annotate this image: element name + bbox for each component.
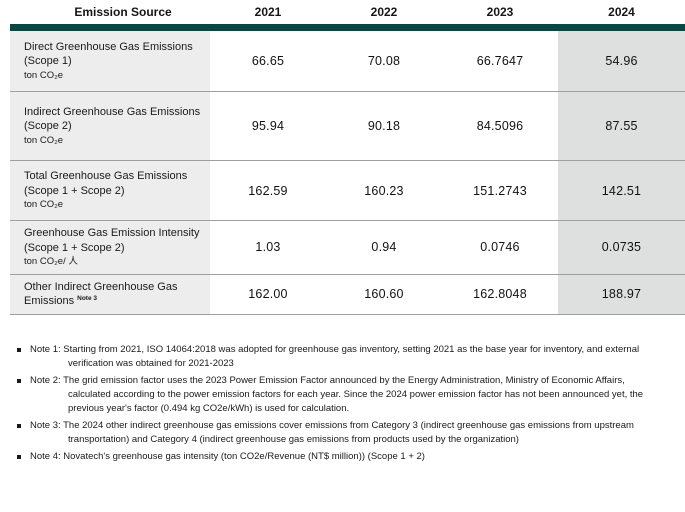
- value-2021: 162.00: [248, 287, 288, 302]
- note-content: Starting from 2021, ISO 14064:2018 was a…: [63, 343, 640, 369]
- note-text: Note 1: Starting from 2021, ISO 14064:20…: [30, 343, 658, 371]
- value-2023: 0.0746: [480, 240, 520, 255]
- value-2024: 142.51: [558, 161, 685, 220]
- note-text: Note 4: Novatech's greenhouse gas intens…: [30, 450, 658, 464]
- note-item-2: Note 2: The grid emission factor uses th…: [17, 374, 665, 416]
- note-text: Note 3: The 2024 other indirect greenhou…: [30, 419, 658, 447]
- bullet-icon: [17, 347, 21, 352]
- note-item-3: Note 3: The 2024 other indirect greenhou…: [17, 419, 665, 447]
- value-2022: 160.60: [364, 287, 404, 302]
- year-header-2022: 2022: [370, 5, 398, 19]
- value-2021: 95.94: [251, 119, 285, 133]
- value-2022: 0.94: [371, 240, 397, 255]
- table-row-other-indirect: Other Indirect Greenhouse Gas Emissions N…: [10, 274, 685, 315]
- row-unit: ton CO₂e: [24, 199, 64, 211]
- bullet-icon: [17, 423, 21, 428]
- note-3-superscript: Note 3: [77, 295, 97, 303]
- row-label-cell: Total Greenhouse Gas Emissions (Scope 1 …: [10, 161, 210, 220]
- note-text: Note 2: The grid emission factor uses th…: [30, 374, 658, 416]
- table-row-scope2: Indirect Greenhouse Gas Emissions (Scope…: [10, 92, 685, 161]
- value-2022: 90.18: [367, 119, 401, 133]
- value-2024: 54.96: [558, 31, 685, 91]
- row-label-cell: Greenhouse Gas Emission Intensity (Scope…: [10, 221, 210, 274]
- value-2024: 87.55: [558, 92, 685, 160]
- note-content: Novatech's greenhouse gas intensity (ton…: [63, 450, 425, 462]
- value-2023: 151.2743: [473, 183, 527, 198]
- table-row-intensity: Greenhouse Gas Emission Intensity (Scope…: [10, 221, 685, 275]
- row-unit: ton CO₂e: [24, 69, 64, 81]
- value-2023: 66.7647: [476, 54, 524, 68]
- emission-source-header: Emission Source: [74, 5, 172, 19]
- table-row-scope1: Direct Greenhouse Gas Emissions (Scope 1…: [10, 31, 685, 92]
- year-header-2023: 2023: [486, 5, 514, 19]
- year-header-2024: 2024: [608, 5, 635, 19]
- value-2021: 66.65: [251, 54, 285, 68]
- emissions-table: Emission Source 2021 2022 2023 2024 Dire…: [10, 0, 685, 315]
- note-item-1: Note 1: Starting from 2021, ISO 14064:20…: [17, 343, 665, 371]
- note-label: Note 1:: [30, 343, 61, 355]
- note-item-4: Note 4: Novatech's greenhouse gas intens…: [17, 450, 665, 464]
- value-2024: 188.97: [558, 274, 685, 314]
- note-content: The 2024 other indirect greenhouse gas e…: [63, 419, 634, 445]
- row-label: Total Greenhouse Gas Emissions (Scope 1 …: [24, 170, 188, 197]
- value-2021: 162.59: [248, 183, 288, 198]
- row-unit: ton CO₂e: [24, 134, 64, 146]
- table-row-total: Total Greenhouse Gas Emissions (Scope 1 …: [10, 161, 685, 221]
- row-label: Indirect Greenhouse Gas Emissions (Scope…: [24, 105, 201, 133]
- row-label: Greenhouse Gas Emission Intensity (Scope…: [24, 227, 200, 254]
- note-label: Note 3:: [30, 419, 61, 431]
- value-2021: 1.03: [255, 240, 281, 255]
- row-label-text: Other Indirect Greenhouse Gas Emissions: [24, 280, 178, 308]
- year-header-2021: 2021: [254, 5, 282, 19]
- row-label-cell: Other Indirect Greenhouse Gas Emissions N…: [10, 274, 210, 314]
- table-accent-bar: [10, 24, 685, 31]
- row-label: Direct Greenhouse Gas Emissions (Scope 1…: [24, 40, 193, 68]
- bullet-icon: [17, 454, 21, 459]
- notes-section: Note 1: Starting from 2021, ISO 14064:20…: [17, 343, 665, 464]
- row-label-cell: Direct Greenhouse Gas Emissions (Scope 1…: [10, 31, 210, 91]
- note-content: The grid emission factor uses the 2023 P…: [63, 374, 644, 414]
- row-label-cell: Indirect Greenhouse Gas Emissions (Scope…: [10, 92, 210, 160]
- value-2023: 84.5096: [476, 119, 524, 133]
- row-label: Other Indirect Greenhouse Gas Emissions N…: [24, 280, 204, 309]
- value-2023: 162.8048: [473, 287, 527, 302]
- value-2024: 0.0735: [558, 221, 685, 274]
- note-label: Note 2:: [30, 374, 61, 386]
- value-2022: 70.08: [367, 54, 401, 68]
- bullet-icon: [17, 378, 21, 383]
- row-unit: ton CO₂e/ 人: [24, 256, 78, 268]
- note-label: Note 4:: [30, 450, 61, 462]
- value-2022: 160.23: [364, 183, 404, 198]
- table-header-row: Emission Source 2021 2022 2023 2024: [10, 0, 685, 24]
